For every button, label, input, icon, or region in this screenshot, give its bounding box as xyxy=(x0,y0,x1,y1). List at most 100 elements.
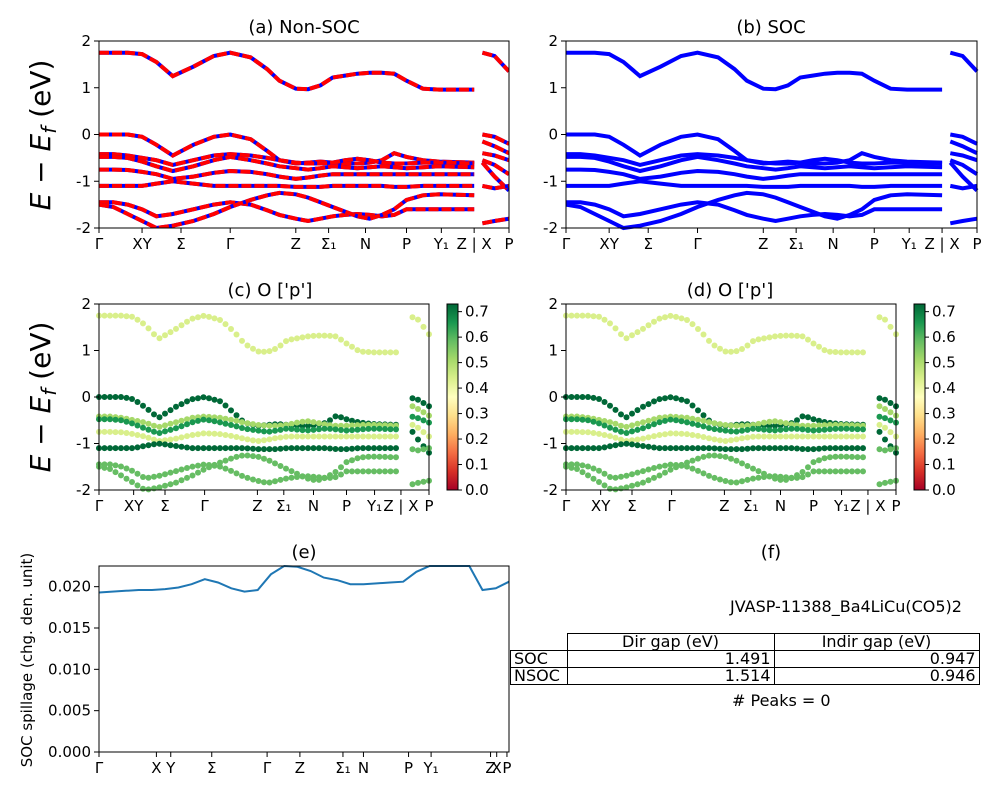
band-point xyxy=(162,437,168,444)
band-point xyxy=(623,430,630,436)
band-point xyxy=(832,433,839,440)
band-point xyxy=(294,470,300,477)
band-point xyxy=(821,426,828,433)
band-point xyxy=(794,332,800,339)
band-point xyxy=(706,337,712,344)
band-point xyxy=(623,472,630,479)
panel-a-yticks: -2 -1 0 1 2 xyxy=(76,32,99,237)
x-tick-label: Σ₁ xyxy=(276,497,292,515)
band-point xyxy=(261,479,267,486)
panel-e-yticks: 0.000 0.005 0.010 0.015 0.020 xyxy=(48,578,99,761)
band-point xyxy=(239,472,245,479)
band-point xyxy=(321,433,328,440)
band-point xyxy=(310,332,317,339)
band-point xyxy=(173,325,179,332)
band-point xyxy=(777,426,784,433)
band-point xyxy=(244,342,251,349)
band-point xyxy=(107,312,113,319)
band-point xyxy=(332,333,339,340)
band-line-red xyxy=(99,50,509,92)
band-point xyxy=(733,446,740,453)
band-point xyxy=(349,445,355,452)
band-line-blue xyxy=(99,50,509,92)
band-point xyxy=(118,312,124,319)
band-point xyxy=(222,465,229,472)
x-tick-label: P xyxy=(809,497,818,515)
band-point xyxy=(415,447,421,454)
band-point xyxy=(360,454,366,461)
band-point xyxy=(277,422,284,429)
band-point xyxy=(266,348,273,355)
band-point xyxy=(387,445,394,452)
band-point xyxy=(744,476,751,483)
x-tick-label: Y₁ xyxy=(423,759,439,777)
band-point xyxy=(145,406,152,413)
band-point xyxy=(420,323,427,330)
band-point xyxy=(134,444,141,451)
band-point xyxy=(887,417,894,424)
panel-e-ylabel: SOC spillage (chg. den. unit) xyxy=(18,553,36,768)
band-point xyxy=(283,475,289,482)
band-point xyxy=(645,443,652,450)
band-point xyxy=(167,426,174,433)
band-point xyxy=(821,455,828,462)
band-point xyxy=(766,418,773,425)
band-point xyxy=(706,445,712,452)
band-point xyxy=(579,416,586,423)
band-point xyxy=(415,424,421,431)
band-point xyxy=(739,446,745,453)
band-point xyxy=(101,428,108,435)
band-point xyxy=(876,395,883,402)
y-tick-label: 2 xyxy=(81,32,91,50)
band-point xyxy=(211,418,218,425)
y-tick-label: -2 xyxy=(76,481,91,499)
band-point xyxy=(255,422,262,428)
band-point xyxy=(167,436,174,443)
band-point xyxy=(327,445,333,452)
band-point xyxy=(766,445,773,452)
band-point xyxy=(607,474,613,480)
band-point xyxy=(277,426,284,433)
band-point xyxy=(189,472,196,479)
band-point xyxy=(596,313,602,320)
band-point xyxy=(360,433,366,440)
band-point xyxy=(887,429,894,436)
gap-row-label: SOC xyxy=(510,650,568,668)
band-point xyxy=(261,437,267,444)
band-point xyxy=(645,401,652,408)
band-point xyxy=(843,433,850,440)
colorbar-tick-label: 0.6 xyxy=(932,328,956,346)
band-point xyxy=(750,475,756,482)
panel-d-colorbar-ticks: 0.0 0.1 0.2 0.3 0.4 0.5 0.6 0.7 xyxy=(925,303,956,499)
band-point xyxy=(211,396,218,403)
x-tick-label: Z | X xyxy=(924,235,959,253)
band-point xyxy=(200,312,207,319)
band-point xyxy=(640,425,646,432)
band-point xyxy=(634,420,641,427)
band-point xyxy=(195,469,201,476)
band-point xyxy=(316,332,322,339)
band-point xyxy=(700,331,707,338)
band-point xyxy=(860,349,866,356)
band-point xyxy=(189,432,196,438)
band-line-red xyxy=(99,151,509,174)
band-point xyxy=(810,416,817,423)
band-point xyxy=(244,420,251,427)
band-point xyxy=(689,321,696,328)
band-point xyxy=(118,445,124,452)
y-tick-label: 0.010 xyxy=(48,660,91,678)
band-point xyxy=(228,445,234,452)
band-point xyxy=(739,422,745,429)
band-point xyxy=(173,435,179,442)
band-point xyxy=(272,446,278,453)
band-point xyxy=(607,320,613,327)
band-point xyxy=(827,445,833,452)
band-point xyxy=(145,325,152,332)
band-point xyxy=(316,426,322,433)
band-point xyxy=(145,426,152,433)
band-point xyxy=(195,462,201,469)
band-point xyxy=(211,315,218,322)
band-point xyxy=(596,430,602,437)
band-point xyxy=(195,445,201,452)
band-point xyxy=(420,478,427,485)
